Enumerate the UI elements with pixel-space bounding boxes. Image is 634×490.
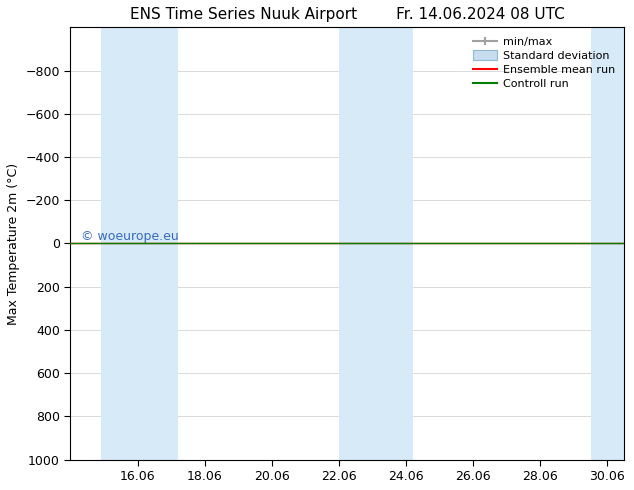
Bar: [376, 27, 413, 460]
Bar: [141, 27, 178, 460]
Title: ENS Time Series Nuuk Airport        Fr. 14.06.2024 08 UTC: ENS Time Series Nuuk Airport Fr. 14.06.2…: [130, 7, 565, 22]
Text: © woeurope.eu: © woeurope.eu: [82, 230, 179, 243]
Bar: [339, 27, 376, 460]
Bar: [590, 27, 624, 460]
Y-axis label: Max Temperature 2m (°C): Max Temperature 2m (°C): [7, 162, 20, 324]
Legend: min/max, Standard deviation, Ensemble mean run, Controll run: min/max, Standard deviation, Ensemble me…: [470, 33, 619, 93]
Bar: [101, 27, 141, 460]
